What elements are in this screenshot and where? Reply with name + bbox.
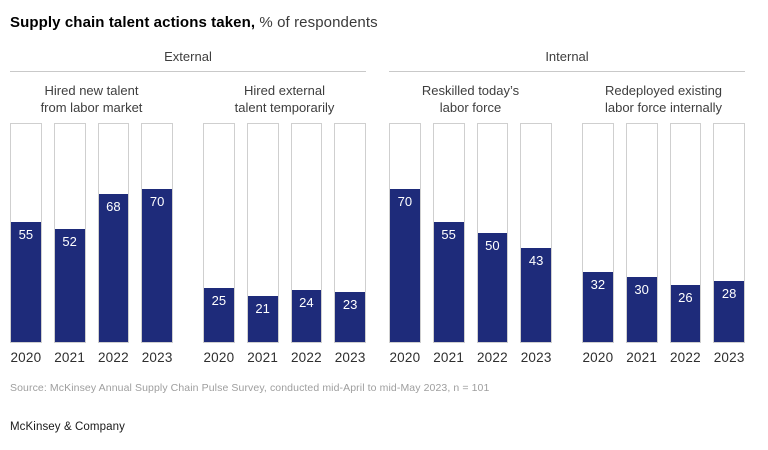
bar-fill: 55 bbox=[11, 222, 41, 342]
bar-group: Hired external talent temporarily 25 21 24 2… bbox=[203, 83, 366, 365]
bar-row: 70 55 50 43 bbox=[389, 123, 552, 343]
source-note: Source: McKinsey Annual Supply Chain Pul… bbox=[10, 382, 490, 394]
year-label: 2020 bbox=[582, 350, 614, 365]
year-label: 2023 bbox=[141, 350, 173, 365]
bar-container: 23 bbox=[334, 123, 366, 343]
bar-container: 68 bbox=[97, 123, 130, 343]
bar-container: 70 bbox=[389, 123, 421, 343]
bar-fill: 23 bbox=[335, 291, 365, 342]
bar-fill: 70 bbox=[390, 189, 420, 342]
chart-sections: External Hired new talent from labor mark… bbox=[10, 49, 745, 365]
bar-row: 55 52 68 70 bbox=[10, 123, 173, 343]
bar-fill: 24 bbox=[291, 289, 322, 342]
bar-fill: 32 bbox=[583, 272, 613, 342]
year-axis: 2020 2021 2022 2023 bbox=[389, 350, 552, 365]
year-label: 2022 bbox=[669, 350, 701, 365]
mckinsey-wordmark: McKinsey & Company bbox=[10, 421, 125, 433]
bar-container: 43 bbox=[520, 123, 552, 343]
bar-fill: 68 bbox=[98, 193, 129, 342]
bar-value-label: 23 bbox=[342, 296, 358, 312]
bar-value-label: 24 bbox=[299, 294, 314, 310]
year-label: 2022 bbox=[97, 350, 129, 365]
bar-value-label: 70 bbox=[149, 194, 165, 210]
bar-fill: 30 bbox=[626, 276, 657, 342]
bar-fill: 50 bbox=[477, 233, 508, 342]
bar-value-label: 25 bbox=[211, 292, 227, 308]
year-label: 2022 bbox=[290, 350, 322, 365]
bar-container: 55 bbox=[432, 123, 465, 343]
bar-container: 24 bbox=[290, 123, 323, 343]
bar-group: Reskilled today’s labor force 70 55 50 43 202… bbox=[389, 83, 552, 365]
bar-container: 32 bbox=[582, 123, 614, 343]
bar-group: Hired new talent from labor market 55 52 68… bbox=[10, 83, 173, 365]
bar-value-label: 55 bbox=[18, 227, 34, 243]
year-label: 2023 bbox=[520, 350, 552, 365]
bar-container: 50 bbox=[476, 123, 509, 343]
bar-fill: 52 bbox=[54, 228, 85, 342]
bar-value-label: 26 bbox=[678, 290, 693, 306]
bar-row: 25 21 24 23 bbox=[203, 123, 366, 343]
page-title: Supply chain talent actions taken, % of … bbox=[10, 13, 745, 32]
bar-group-label: Hired external talent temporarily bbox=[234, 83, 335, 115]
section-groups: Hired new talent from labor market 55 52 68… bbox=[10, 83, 366, 365]
bar-fill: 55 bbox=[433, 222, 464, 342]
year-axis: 2020 2021 2022 2023 bbox=[582, 350, 745, 365]
year-label: 2020 bbox=[10, 350, 42, 365]
bar-fill: 21 bbox=[247, 296, 278, 342]
year-label: 2021 bbox=[54, 350, 86, 365]
bar-row: 32 30 26 28 bbox=[582, 123, 745, 343]
bar-value-label: 50 bbox=[485, 238, 500, 253]
bar-value-label: 28 bbox=[721, 285, 737, 301]
bar-value-label: 68 bbox=[106, 198, 121, 214]
title-subtitle: % of respondents bbox=[259, 14, 378, 31]
bar-group-label: Hired new talent from labor market bbox=[40, 83, 143, 115]
bar-value-label: 30 bbox=[634, 281, 649, 297]
bar-group: Redeployed existing labor force internal… bbox=[582, 83, 745, 365]
section-groups: Reskilled today’s labor force 70 55 50 43 202… bbox=[389, 83, 745, 365]
year-label: 2023 bbox=[334, 350, 366, 365]
bar-value-label: 55 bbox=[441, 227, 456, 243]
year-label: 2021 bbox=[433, 350, 465, 365]
bar-container: 30 bbox=[625, 123, 658, 343]
section-internal: Internal Reskilled today’s labor force 70 5… bbox=[389, 49, 745, 365]
bar-value-label: 21 bbox=[255, 301, 270, 317]
bar-container: 25 bbox=[203, 123, 235, 343]
bar-container: 55 bbox=[10, 123, 42, 343]
section-label: Internal bbox=[389, 49, 745, 72]
year-label: 2020 bbox=[203, 350, 235, 365]
section-external: External Hired new talent from labor mark… bbox=[10, 49, 366, 365]
bar-container: 52 bbox=[53, 123, 86, 343]
year-label: 2021 bbox=[247, 350, 279, 365]
bar-fill: 43 bbox=[521, 248, 551, 342]
bar-fill: 25 bbox=[204, 287, 234, 342]
bar-fill: 70 bbox=[142, 189, 172, 342]
bar-container: 28 bbox=[713, 123, 745, 343]
bar-value-label: 70 bbox=[397, 194, 413, 210]
section-label: External bbox=[10, 49, 366, 72]
year-label: 2021 bbox=[626, 350, 658, 365]
year-axis: 2020 2021 2022 2023 bbox=[203, 350, 366, 365]
bar-container: 26 bbox=[669, 123, 702, 343]
bar-value-label: 52 bbox=[62, 233, 77, 249]
bar-container: 70 bbox=[141, 123, 173, 343]
year-axis: 2020 2021 2022 2023 bbox=[10, 350, 173, 365]
title-main: Supply chain talent actions taken, bbox=[10, 14, 256, 31]
year-label: 2020 bbox=[389, 350, 421, 365]
bar-fill: 28 bbox=[714, 280, 744, 342]
bar-value-label: 32 bbox=[590, 277, 606, 293]
bar-group-label: Reskilled today’s labor force bbox=[421, 83, 520, 115]
bar-fill: 26 bbox=[670, 285, 701, 342]
year-label: 2023 bbox=[713, 350, 745, 365]
bar-value-label: 43 bbox=[528, 253, 544, 269]
year-label: 2022 bbox=[476, 350, 508, 365]
bar-group-label: Redeployed existing labor force internal… bbox=[604, 83, 723, 115]
bar-container: 21 bbox=[246, 123, 279, 343]
